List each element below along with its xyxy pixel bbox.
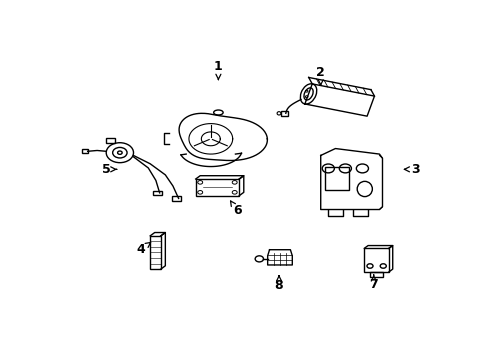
Text: 6: 6 — [230, 201, 241, 217]
Text: 4: 4 — [136, 242, 150, 256]
Text: 7: 7 — [368, 275, 377, 291]
Text: 2: 2 — [316, 66, 325, 85]
Text: 8: 8 — [274, 276, 283, 292]
Text: 1: 1 — [214, 60, 223, 80]
Text: 5: 5 — [102, 163, 116, 176]
Text: 3: 3 — [404, 163, 419, 176]
